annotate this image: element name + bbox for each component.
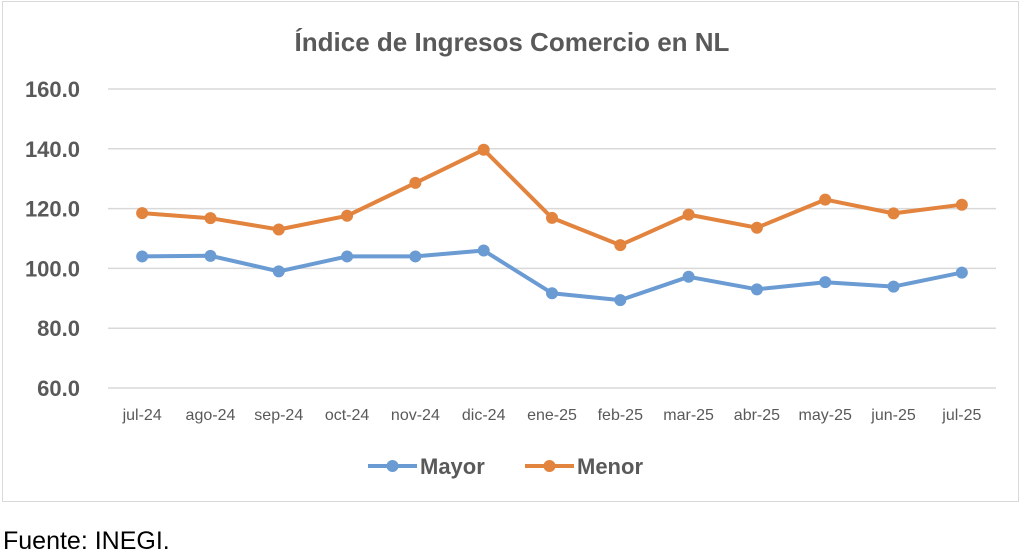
- data-point: [546, 287, 558, 300]
- legend-label: Menor: [577, 454, 643, 479]
- data-point: [136, 250, 149, 263]
- y-axis: 60.0 80.0 100.0 120.0 140.0 160.0: [25, 77, 80, 401]
- data-point: [204, 249, 217, 262]
- series-group: [136, 143, 968, 307]
- data-point: [409, 176, 422, 189]
- x-tick-label: may-25: [799, 407, 852, 424]
- y-tick-label: 120.0: [25, 197, 80, 222]
- data-point: [546, 211, 558, 224]
- x-tick-label: ago-24: [186, 407, 236, 424]
- x-tick-label: feb-25: [598, 407, 643, 424]
- data-point: [887, 207, 900, 220]
- data-point: [136, 207, 149, 220]
- data-point: [477, 143, 490, 156]
- y-tick-label: 80.0: [37, 316, 80, 341]
- x-tick-label: abr-25: [734, 407, 780, 424]
- x-axis: jul-24 ago-24 sep-24 oct-24 nov-24 dic-24 ene-…: [122, 407, 982, 424]
- data-point: [614, 294, 627, 307]
- data-point: [204, 212, 217, 225]
- legend-marker-icon: [543, 460, 556, 472]
- data-point: [887, 280, 900, 293]
- legend-item-mayor: Mayor: [368, 454, 485, 479]
- legend-label: Mayor: [420, 454, 485, 479]
- x-tick-label: sep-24: [254, 407, 303, 424]
- legend: Mayor Menor: [368, 454, 643, 479]
- data-point: [750, 221, 763, 234]
- line-chart: Índice de Ingresos Comercio en NL 60.0 80…: [25, 27, 996, 479]
- x-tick-label: jul-24: [122, 407, 162, 424]
- data-point: [819, 193, 832, 206]
- series-line: [142, 147, 963, 248]
- gridlines: [108, 88, 996, 389]
- y-tick-label: 100.0: [25, 256, 80, 281]
- chart-title: Índice de Ingresos Comercio en NL: [295, 27, 730, 57]
- data-point: [682, 270, 695, 283]
- data-point: [955, 198, 968, 211]
- data-point: [409, 250, 422, 263]
- x-tick-label: nov-24: [391, 407, 440, 424]
- data-point: [341, 250, 354, 263]
- series-mayor: [136, 244, 968, 307]
- data-point: [614, 239, 627, 252]
- data-point: [341, 209, 354, 222]
- x-tick-label: ene-25: [527, 407, 577, 424]
- y-tick-label: 60.0: [37, 376, 80, 401]
- legend-marker-icon: [386, 460, 399, 472]
- data-point: [272, 265, 285, 278]
- y-tick-label: 160.0: [25, 77, 80, 102]
- source-note: Fuente: INEGI.: [3, 527, 170, 555]
- x-tick-label: dic-24: [462, 407, 506, 424]
- data-point: [477, 244, 490, 257]
- chart-frame: [2, 1, 1019, 502]
- series-menor: [136, 143, 968, 252]
- legend-item-menor: Menor: [525, 454, 643, 479]
- x-tick-label: jul-25: [941, 407, 981, 424]
- x-tick-label: jun-25: [870, 407, 916, 424]
- data-point: [750, 283, 763, 296]
- data-point: [682, 208, 695, 221]
- data-point: [955, 266, 968, 279]
- x-tick-label: oct-24: [325, 407, 370, 424]
- y-tick-label: 140.0: [25, 137, 80, 162]
- x-tick-label: mar-25: [663, 407, 714, 424]
- data-point: [272, 223, 285, 236]
- data-point: [819, 276, 832, 289]
